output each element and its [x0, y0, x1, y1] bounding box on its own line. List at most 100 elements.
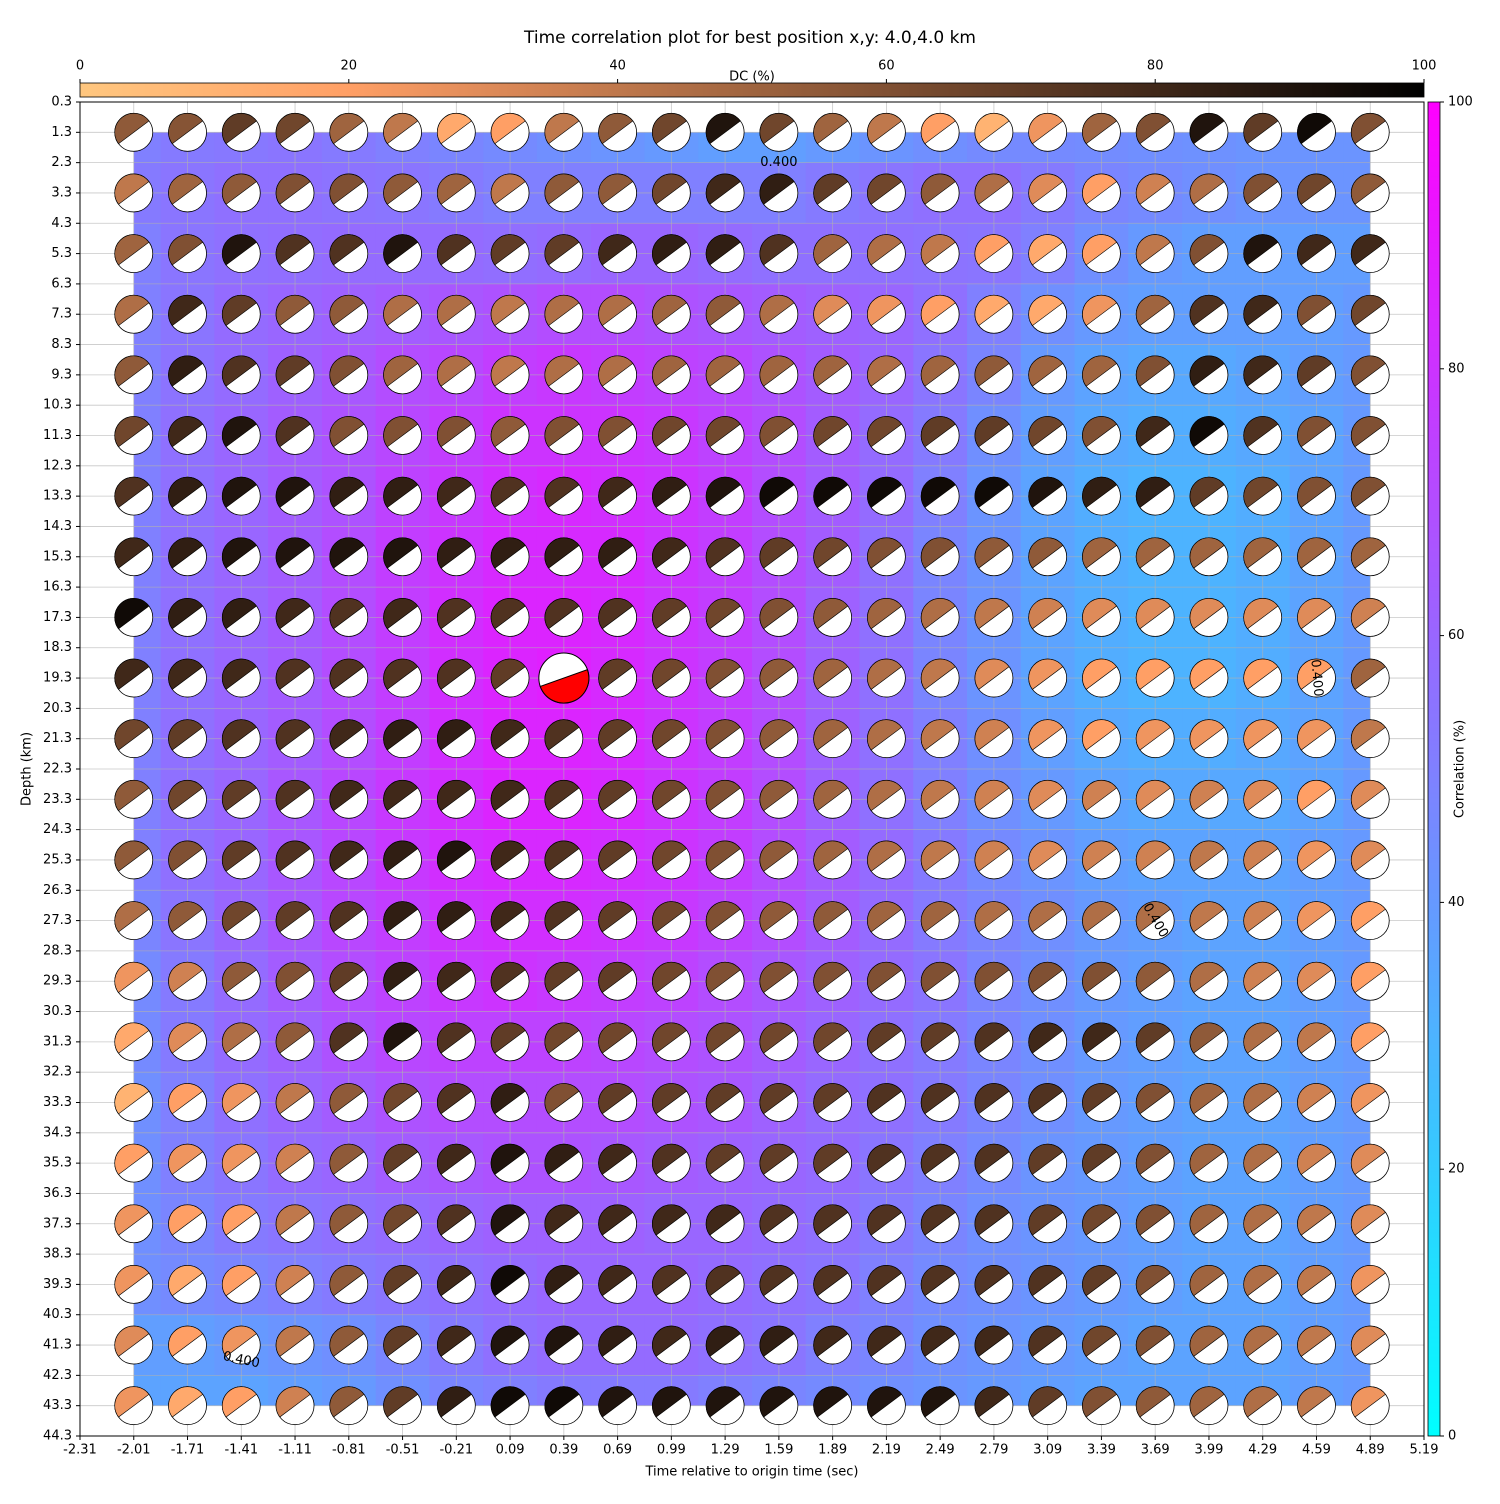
beachball [1028, 234, 1068, 273]
beachball [114, 234, 154, 273]
beachball [490, 1022, 530, 1062]
beachball [705, 173, 745, 213]
beachball [598, 112, 637, 152]
beachball [1082, 1083, 1121, 1122]
beachball [1350, 1143, 1390, 1183]
beachball [867, 779, 906, 819]
y-tick-label: 5.3 [51, 246, 72, 261]
beachball [436, 598, 476, 637]
beachball [1243, 719, 1283, 759]
beachball [598, 416, 637, 455]
beachball [1243, 598, 1283, 637]
beachball [974, 901, 1014, 940]
beachball [1135, 901, 1175, 940]
beachball [1028, 1083, 1068, 1122]
beachball [114, 1386, 154, 1426]
beachball [813, 1386, 853, 1426]
beachball [867, 1265, 906, 1304]
beachball [705, 1022, 745, 1062]
beachball [705, 1265, 745, 1304]
beachball [1243, 1204, 1283, 1244]
beachball [383, 173, 422, 213]
beachball [1189, 779, 1229, 819]
beachball [651, 1325, 691, 1365]
beachball [1028, 961, 1068, 1001]
y-tick-label: 3.3 [51, 185, 72, 200]
beachball [1135, 840, 1175, 880]
beachball [867, 719, 906, 759]
beachball [544, 961, 584, 1001]
beachball [1350, 173, 1390, 213]
beachball [114, 961, 154, 1001]
beachball [813, 1022, 853, 1062]
beachball [275, 1083, 315, 1122]
beachball [1082, 416, 1121, 455]
x-tick-label: -0.21 [439, 1443, 473, 1458]
beachball [436, 294, 476, 334]
beachball [1082, 355, 1121, 395]
beachball [813, 537, 853, 577]
beachball [867, 961, 906, 1001]
beachball [1135, 1143, 1175, 1183]
beachball [1189, 1143, 1229, 1183]
y-tick-label: 12.3 [43, 458, 72, 473]
beachball [1082, 173, 1121, 213]
beachball [1243, 537, 1283, 577]
beachball [490, 1143, 530, 1183]
beachball [813, 1143, 853, 1183]
beachball [221, 173, 261, 213]
beachball [813, 173, 853, 213]
beachball [813, 598, 853, 637]
beachball [598, 901, 637, 940]
beachball [759, 1083, 799, 1122]
y-tick-label: 2.3 [51, 155, 72, 170]
beachball [221, 1083, 261, 1122]
beachball [1082, 1386, 1121, 1426]
beachball [1028, 1022, 1068, 1062]
beachball [1297, 1325, 1336, 1365]
beachball [1189, 598, 1229, 637]
beachball [114, 294, 154, 334]
beachball [383, 355, 422, 395]
beachball [114, 1083, 154, 1122]
beachball [1028, 840, 1068, 880]
beachball [1135, 1386, 1175, 1426]
beachball [221, 537, 261, 577]
beachball [598, 537, 637, 577]
beachball [1297, 840, 1336, 880]
beachball [221, 1265, 261, 1304]
beachball [1350, 416, 1390, 455]
beachball [1189, 476, 1229, 516]
beachball [867, 1386, 906, 1426]
x-tick-label: 0.99 [657, 1443, 686, 1458]
beachball [1189, 961, 1229, 1001]
beachball [974, 1083, 1014, 1122]
beachball [1135, 719, 1175, 759]
beachball [1082, 1325, 1121, 1365]
beachball [1297, 1022, 1336, 1062]
beachball [1082, 901, 1121, 940]
beachball [1350, 658, 1390, 698]
beachball [1135, 537, 1175, 577]
beachball [1350, 1386, 1390, 1426]
beachball [275, 961, 315, 1001]
beachball [651, 416, 691, 455]
beachball [1350, 1265, 1390, 1304]
correlation-colorbar-tick-label: 20 [1448, 1162, 1465, 1177]
beachball [813, 779, 853, 819]
beachball [867, 476, 906, 516]
beachball [974, 416, 1014, 455]
x-tick-label: -0.51 [386, 1443, 420, 1458]
beachball [168, 840, 207, 880]
beachball [168, 1386, 207, 1426]
beachball [383, 476, 422, 516]
beachball [920, 961, 960, 1001]
beachball [1297, 355, 1336, 395]
beachball [867, 901, 906, 940]
beachball [383, 1325, 422, 1365]
x-tick-label: 4.59 [1302, 1443, 1331, 1458]
beachball [920, 1325, 960, 1365]
beachball [651, 1386, 691, 1426]
beachball [275, 173, 315, 213]
beachball [1243, 112, 1283, 152]
